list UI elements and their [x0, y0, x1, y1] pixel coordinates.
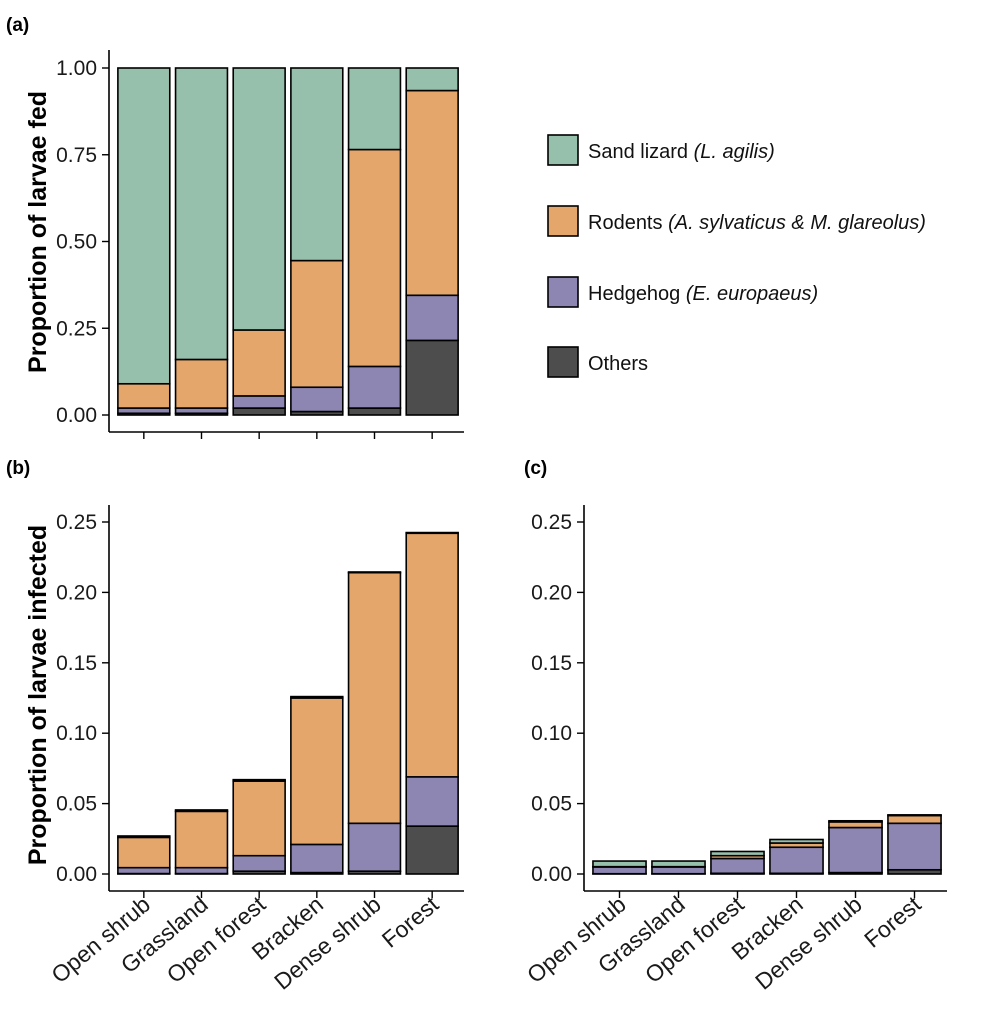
x-tick-label-forest: Forest	[859, 891, 926, 953]
y-tick-label: 0.25	[531, 511, 572, 534]
legend-label-rodents: Rodents (A. sylvaticus & M. glareolus)	[588, 212, 926, 234]
bar-sand_lizard-forest	[405, 67, 459, 92]
bar-others-dense-shrub	[347, 407, 402, 416]
y-tick-label: 0.05	[531, 793, 572, 816]
y-tick-label: 0.75	[56, 144, 97, 167]
bar-sand_lizard-dense-shrub	[828, 819, 883, 823]
bar-sand_lizard-grassland	[174, 809, 229, 813]
y-tick-label: 1.00	[56, 57, 97, 80]
y-axis-title-b: Proportion of larvae infected	[24, 525, 52, 865]
bar-rodents-dense-shrub	[347, 148, 402, 368]
panel-label-b: (b)	[6, 458, 30, 479]
bar-rodents-forest	[405, 89, 459, 297]
bar-rodents-bracken	[290, 697, 344, 846]
y-tick-label: 0.25	[56, 511, 97, 534]
bar-hedgehog-dense-shrub	[347, 365, 402, 409]
bar-sand_lizard-dense-shrub	[347, 67, 402, 151]
bar-sand_lizard-open-forest	[232, 778, 286, 782]
legend-label-hedgehog: Hedgehog (E. europaeus)	[588, 283, 818, 305]
bar-rodents-grassland	[174, 810, 229, 869]
bar-rodents-forest	[887, 814, 942, 825]
bar-rodents-open-shrub	[117, 836, 171, 869]
bar-sand_lizard-open-shrub	[592, 860, 647, 868]
bar-sand_lizard-open-shrub	[117, 835, 171, 839]
bar-sand_lizard-bracken	[290, 695, 344, 699]
y-tick-label: 0.15	[531, 652, 572, 675]
bar-hedgehog-open-forest	[710, 857, 765, 875]
y-tick-label: 0.10	[56, 722, 97, 745]
y-tick-label: 0.00	[56, 404, 97, 427]
legend-label-others: Others	[588, 353, 648, 375]
y-tick-label: 0.25	[56, 317, 97, 340]
bar-hedgehog-open-forest	[232, 395, 286, 409]
bar-others-forest	[405, 339, 459, 416]
bar-hedgehog-grassland	[174, 866, 229, 875]
bar-rodents-forest	[405, 532, 459, 778]
bar-hedgehog-dense-shrub	[347, 822, 402, 872]
bar-rodents-open-forest	[232, 780, 286, 857]
y-tick-label: 0.15	[56, 652, 97, 675]
y-tick-label: 0.00	[531, 863, 572, 886]
bar-sand_lizard-open-forest	[710, 850, 765, 857]
bar-sand_lizard-grassland	[651, 860, 706, 868]
bar-sand_lizard-forest	[405, 531, 459, 535]
bar-hedgehog-forest	[405, 776, 459, 827]
bar-hedgehog-dense-shrub	[828, 826, 883, 874]
bar-sand_lizard-bracken	[769, 838, 824, 844]
bar-rodents-dense-shrub	[828, 821, 883, 829]
bar-rodents-open-forest	[232, 329, 286, 397]
bar-hedgehog-bracken	[290, 386, 344, 413]
legend-swatch-hedgehog	[547, 276, 579, 308]
legend-swatch-rodents	[547, 205, 579, 237]
bar-hedgehog-open-shrub	[592, 866, 647, 875]
bar-hedgehog-forest	[887, 822, 942, 871]
bar-sand_lizard-open-forest	[232, 67, 286, 331]
y-tick-label: 0.00	[56, 863, 97, 886]
legend-label-sand_lizard: Sand lizard (L. agilis)	[588, 141, 775, 163]
bar-sand_lizard-forest	[887, 814, 942, 817]
y-axis-title-a: Proportion of larvae fed	[24, 91, 52, 373]
bar-sand_lizard-bracken	[290, 67, 344, 262]
legend: Sand lizard (L. agilis) Rodents (A. sylva…	[547, 134, 926, 378]
panel-label-c: (c)	[524, 458, 547, 479]
bar-rodents-grassland	[174, 358, 229, 409]
y-tick-label: 0.10	[531, 722, 572, 745]
bar-rodents-open-shrub	[117, 382, 171, 409]
legend-swatch-others	[547, 346, 579, 378]
bar-others-open-forest	[232, 407, 286, 416]
bar-hedgehog-grassland	[651, 866, 706, 875]
bar-hedgehog-open-shrub	[117, 866, 171, 875]
y-tick-label: 0.50	[56, 231, 97, 254]
legend-swatch-sand_lizard	[547, 134, 579, 166]
y-tick-label: 0.05	[56, 793, 97, 816]
y-tick-label: 0.20	[56, 581, 97, 604]
bar-sand_lizard-dense-shrub	[347, 571, 402, 574]
panel-label-a: (a)	[6, 15, 29, 36]
bar-rodents-bracken	[290, 259, 344, 389]
bar-hedgehog-forest	[405, 294, 459, 342]
bar-others-forest	[405, 825, 459, 875]
bar-sand_lizard-grassland	[174, 67, 229, 361]
bar-rodents-dense-shrub	[347, 571, 402, 825]
bar-hedgehog-open-forest	[232, 854, 286, 872]
bar-sand_lizard-open-shrub	[117, 67, 171, 385]
bar-hedgehog-bracken	[769, 846, 824, 875]
bar-hedgehog-bracken	[290, 843, 344, 874]
y-tick-label: 0.20	[531, 581, 572, 604]
panel-a-plot: 0.00 0.25 0.50 0.75 1.00	[56, 50, 464, 439]
x-tick-label-forest: Forest	[377, 891, 444, 953]
